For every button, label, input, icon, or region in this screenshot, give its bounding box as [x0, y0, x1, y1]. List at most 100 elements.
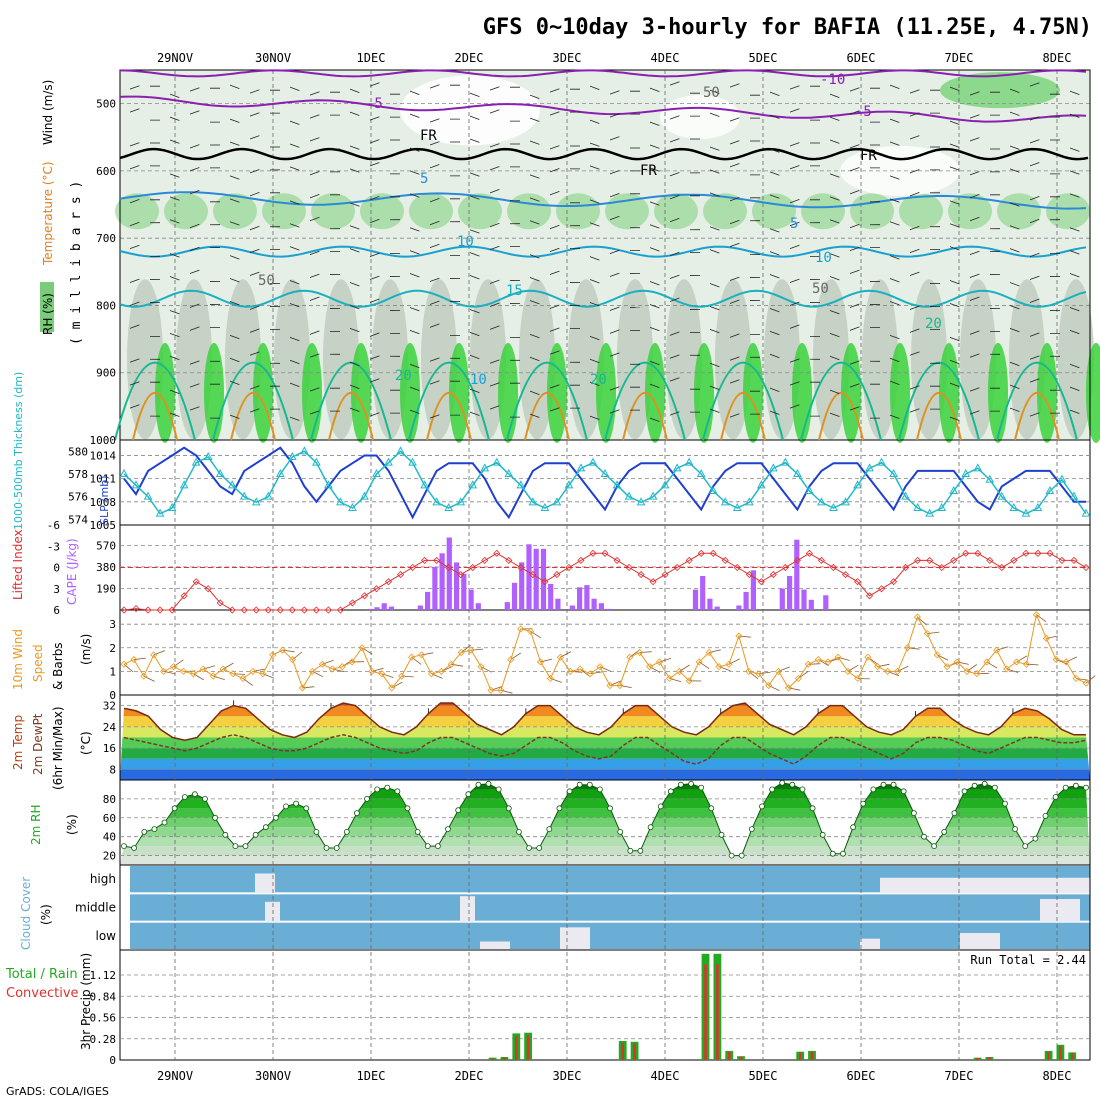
lifted-index-point: [276, 606, 284, 614]
wind-barb: [949, 303, 960, 308]
cape-bar: [577, 587, 583, 610]
cape-bar: [388, 606, 394, 610]
rh-point: [667, 788, 674, 795]
rh-band: [120, 782, 1090, 790]
lifted-index-point: [878, 585, 886, 593]
wind-barb: [369, 82, 380, 87]
thickness-point: [732, 502, 742, 511]
wind-barb-10m: [550, 678, 562, 683]
lifted-index-point: [144, 606, 152, 614]
wind-barb: [649, 247, 660, 252]
wind-barb: [1069, 329, 1080, 335]
wind-barb: [909, 408, 920, 413]
rh-point: [799, 786, 806, 793]
wind-barb: [489, 359, 500, 364]
wind-barb: [129, 404, 140, 409]
wind-barb: [909, 89, 920, 94]
slp-tick: 1005: [90, 519, 117, 532]
rh-point: [121, 843, 127, 849]
contour-label: -10: [820, 72, 845, 88]
wind-barb: [409, 227, 420, 232]
contour-label: 10: [470, 372, 487, 388]
lifted-index-point: [493, 549, 501, 557]
rh-band-green: [645, 342, 665, 443]
wind-barb: [189, 167, 200, 172]
wind-barb: [169, 219, 180, 224]
wind-barb: [1029, 298, 1040, 303]
wind-barb: [649, 281, 660, 286]
rh-band-green: [449, 342, 469, 443]
wind-barb: [669, 81, 680, 86]
wind-speed-point: [943, 663, 951, 671]
wind-barb: [129, 244, 140, 250]
lifted-index-point: [613, 556, 621, 564]
rh-point: [364, 796, 370, 802]
rh-dry-patch: [400, 75, 540, 146]
rh-tick: 40: [103, 831, 116, 844]
wind-barb: [289, 246, 300, 251]
wind-barb: [889, 175, 900, 180]
wind-barb: [1009, 88, 1020, 93]
rh-point: [151, 826, 158, 832]
thickness-point: [492, 457, 502, 466]
ylabel-precip: 3hr Precip (mm): [79, 953, 93, 1050]
wind-barb: [1009, 361, 1020, 367]
wind-barb: [829, 355, 840, 361]
ylabel-cape: CAPE (J/kg): [65, 538, 79, 605]
rh-point: [171, 805, 178, 812]
lifted-index-point: [156, 606, 164, 614]
wind-barb: [549, 88, 560, 93]
date-label-bottom: 29NOV: [157, 1069, 193, 1083]
wind-barb: [949, 143, 960, 148]
rh-band-green: [547, 342, 567, 443]
wind-speed-point: [1032, 611, 1040, 619]
pressure-tick: 1000: [90, 434, 117, 447]
wind-barb: [589, 142, 600, 147]
wind-barb: [529, 277, 540, 282]
wind-barb: [229, 255, 240, 260]
thickness-point: [456, 497, 466, 506]
ylabel-wind-speed: Speed: [31, 644, 45, 682]
cloud-gap: [880, 877, 1090, 894]
wind-barb: [169, 310, 180, 315]
lifted-index-point: [589, 549, 597, 557]
wind-speed-point: [675, 667, 683, 675]
wind-barb-10m: [302, 686, 315, 689]
temp-tick: 32: [103, 700, 116, 713]
wind-barb: [169, 196, 180, 201]
wind-barb-10m: [401, 675, 414, 678]
wind-barb: [609, 409, 620, 414]
rh-point: [1073, 782, 1079, 789]
rh-point: [1052, 794, 1059, 800]
cape-bar: [381, 603, 387, 610]
wind-barb: [729, 276, 740, 281]
wind-speed-point: [120, 660, 128, 668]
wind-barb: [129, 85, 140, 90]
wind-barb: [349, 407, 360, 412]
wind-barb: [309, 171, 320, 176]
wind-barb: [889, 141, 900, 146]
wind-barb: [849, 190, 860, 195]
wind-barb: [649, 417, 660, 422]
ylabel-precip-total: Total / Rain: [5, 967, 78, 982]
rh-point: [951, 810, 958, 816]
wind-speed-point: [665, 674, 674, 683]
wind-barb: [589, 358, 600, 364]
wind-barb: [549, 270, 560, 275]
rh-point: [688, 780, 694, 787]
cape-bar: [787, 576, 793, 610]
wind-barb: [849, 223, 860, 229]
wind-barb-10m: [639, 651, 652, 653]
lifted-index-point: [1082, 563, 1090, 572]
lifted-index-point: [685, 556, 693, 564]
wind-barb: [469, 331, 480, 337]
thickness-point: [312, 457, 321, 466]
wind-speed-point: [249, 667, 257, 675]
rh-point: [789, 781, 796, 788]
rh-band: [813, 279, 849, 440]
wind-barb: [649, 360, 660, 366]
rh-point: [283, 803, 289, 810]
thickness-point: [1021, 508, 1031, 517]
credit-text: GrADS: COLA/IGES: [6, 1085, 109, 1098]
